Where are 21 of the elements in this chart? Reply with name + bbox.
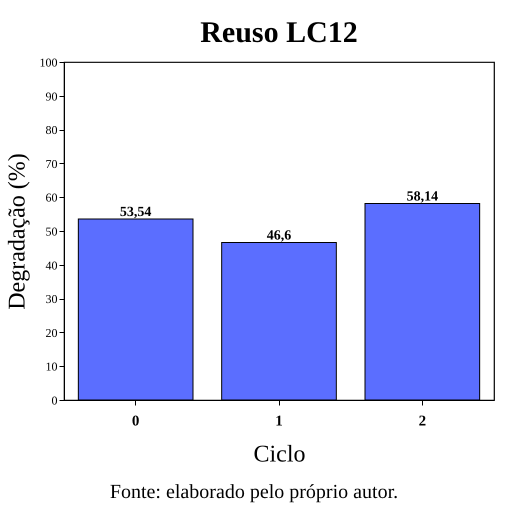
y-tick-label: 80 — [46, 123, 58, 138]
data-label: 46,6 — [266, 228, 292, 244]
y-tick-label: 100 — [40, 56, 58, 70]
y-tick-label: 0 — [52, 394, 58, 408]
data-label: 58,14 — [406, 189, 438, 204]
chart-title: Reuso LC12 — [200, 16, 358, 49]
y-tick-label: 60 — [46, 190, 58, 205]
data-label: 53,54 — [120, 205, 152, 220]
x-tick-label: 0 — [132, 414, 140, 430]
y-tick-label: 90 — [46, 89, 58, 104]
x-tick-label: 1 — [275, 414, 283, 430]
y-axis-title: Degradação (%) — [4, 153, 30, 310]
y-tick-label: 40 — [46, 258, 58, 272]
y-tick-label: 20 — [46, 326, 58, 340]
y-tick-label: 70 — [46, 156, 58, 171]
y-tick-label: 30 — [46, 292, 58, 306]
x-axis-title: Ciclo — [254, 442, 306, 468]
y-tick-label: 50 — [46, 224, 58, 238]
y-tick-label: 10 — [46, 360, 58, 374]
x-tick-label: 2 — [418, 414, 426, 430]
source-note: Fonte: elaborado pelo próprio autor. — [110, 481, 398, 503]
